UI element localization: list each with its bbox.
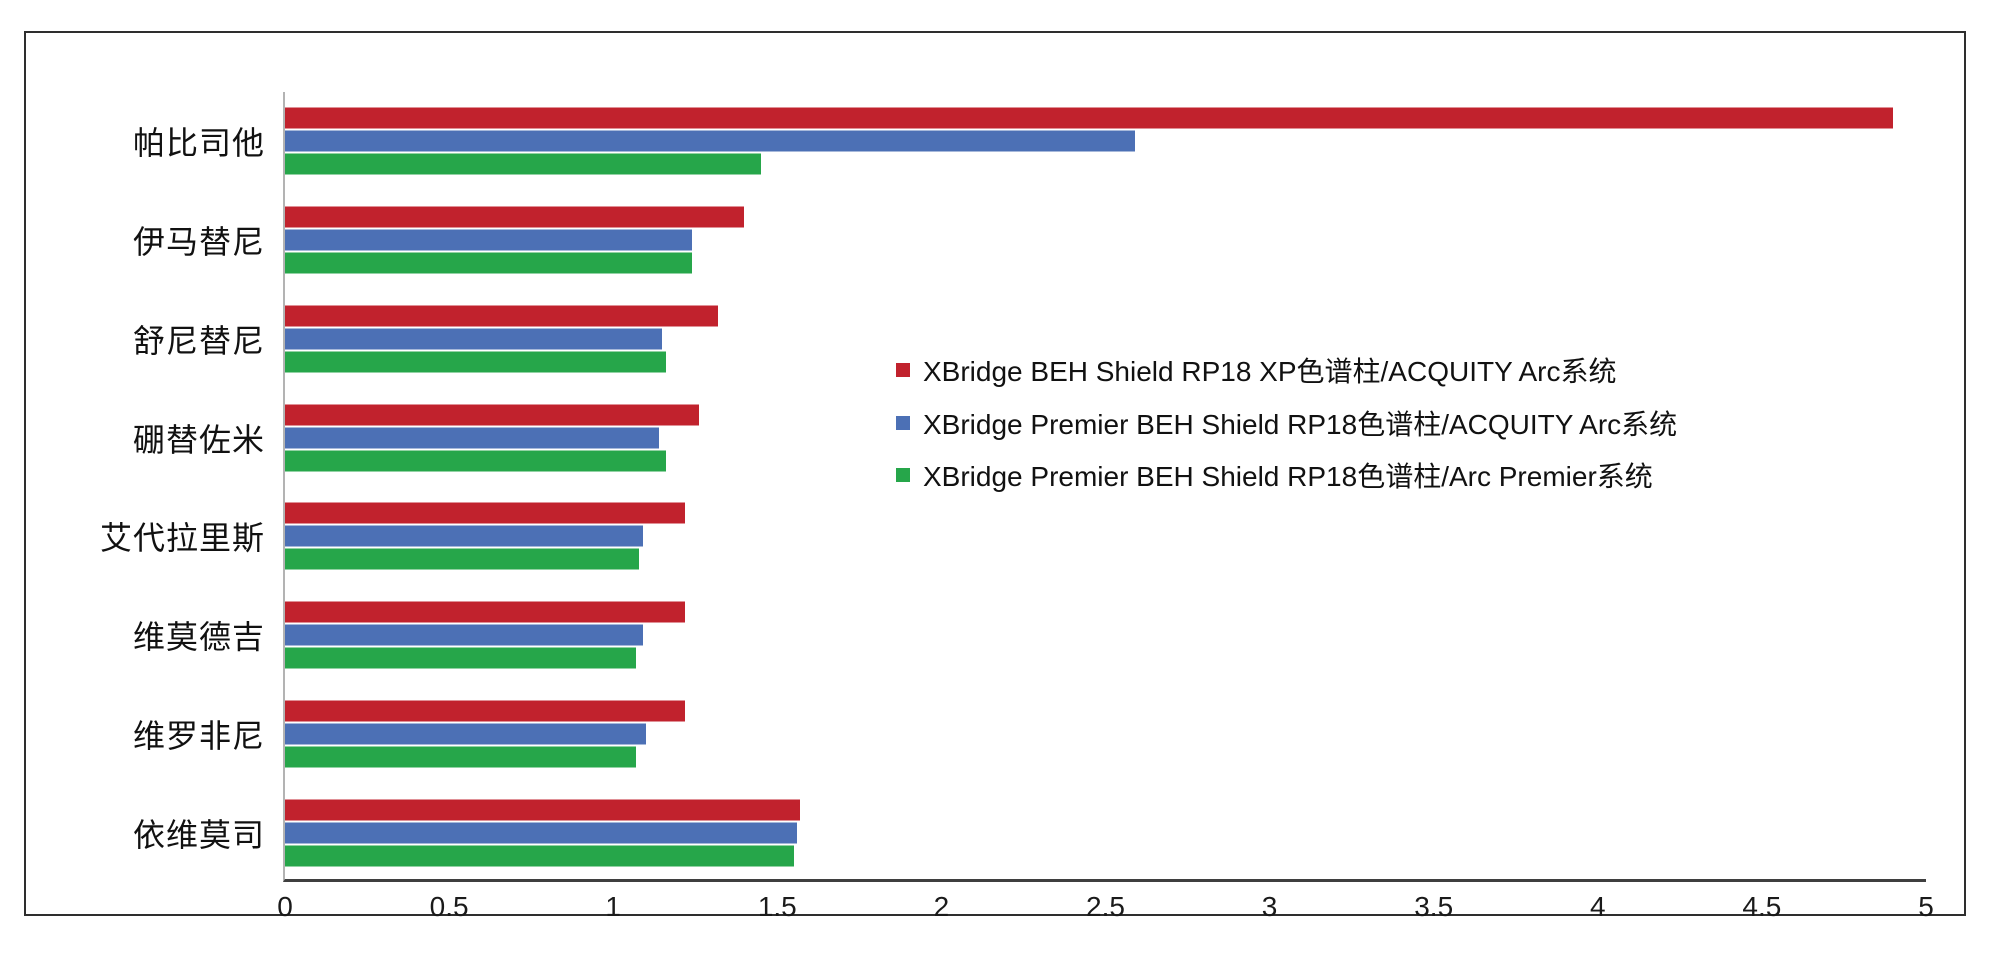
bar-cluster xyxy=(285,206,1926,275)
category-row: 帕比司他 xyxy=(133,92,1926,191)
bar-series-1 xyxy=(285,328,663,350)
bar-series-2 xyxy=(285,746,637,768)
bar-cluster xyxy=(285,798,1926,867)
bar-series-0 xyxy=(285,799,801,821)
legend-swatch-red-icon xyxy=(896,363,910,378)
bar-series-0 xyxy=(285,107,1894,129)
bar-cluster xyxy=(285,601,1926,670)
bar-cluster xyxy=(285,304,1926,373)
bar-cluster xyxy=(285,699,1926,768)
bar-series-1 xyxy=(285,525,643,547)
bar-series-1 xyxy=(285,624,643,646)
x-axis-tick-labels: 0 0.5 1 1.5 2 2.5 3 3.5 4 4.5 5 xyxy=(277,891,1934,925)
bar-series-0 xyxy=(285,404,699,426)
category-row: 维罗非尼 xyxy=(133,685,1926,784)
bar-series-2 xyxy=(285,351,666,373)
legend-item-2: XBridge Premier BEH Shield RP18色谱柱/Arc P… xyxy=(896,449,1677,502)
bar-series-2 xyxy=(285,153,761,175)
bar-series-2 xyxy=(285,845,794,867)
legend-item-0: XBridge BEH Shield RP18 XP色谱柱/ACQUITY Ar… xyxy=(896,344,1677,397)
plot-area: 帕比司他伊马替尼舒尼替尼硼替佐米艾代拉里斯维莫德吉维罗非尼依维莫司 0 0.5 1 1… xyxy=(100,92,1934,922)
x-tick-label: 4 xyxy=(1590,891,1606,922)
bar-series-0 xyxy=(285,601,686,623)
x-tick-label: 3 xyxy=(1261,891,1278,922)
category-row: 舒尼替尼 xyxy=(133,290,1926,389)
legend: XBridge BEH Shield RP18 XP色谱柱/ACQUITY Ar… xyxy=(896,344,1677,502)
x-tick-label: 5 xyxy=(1918,891,1934,922)
category-label: 依维莫司 xyxy=(132,816,265,853)
x-tick-label: 1 xyxy=(605,891,621,922)
bar-series-2 xyxy=(285,252,692,274)
category-row: 硼替佐米 xyxy=(133,388,1926,487)
bar-series-1 xyxy=(285,229,692,251)
bar-series-0 xyxy=(285,206,745,228)
category-row: 依维莫司 xyxy=(133,783,1926,882)
bar-series-1 xyxy=(285,822,797,844)
category-label: 艾代拉里斯 xyxy=(99,520,265,557)
bar-series-2 xyxy=(285,548,640,570)
category-row: 维莫德吉 xyxy=(133,586,1926,685)
bar-rows: 帕比司他伊马替尼舒尼替尼硼替佐米艾代拉里斯维莫德吉维罗非尼依维莫司 xyxy=(100,92,1926,882)
category-row: 艾代拉里斯 xyxy=(100,487,1926,586)
category-row: 伊马替尼 xyxy=(133,191,1926,290)
x-tick-label: 2.5 xyxy=(1086,891,1125,922)
x-tick-label: 3.5 xyxy=(1414,891,1454,922)
legend-swatch-green-icon xyxy=(896,468,910,483)
category-label: 帕比司他 xyxy=(132,125,265,162)
chart-frame: 帕比司他伊马替尼舒尼替尼硼替佐米艾代拉里斯维莫德吉维罗非尼依维莫司 0 0.5 1 1… xyxy=(24,31,1966,922)
bar-series-1 xyxy=(285,130,1136,152)
bar-series-2 xyxy=(285,450,666,472)
legend-swatch-blue-icon xyxy=(896,415,910,430)
legend-label-1: XBridge Premier BEH Shield RP18色谱柱/ACQUI… xyxy=(923,408,1678,440)
x-tick-label: 4.5 xyxy=(1742,891,1782,922)
bar-series-1 xyxy=(285,723,647,745)
bar-series-0 xyxy=(285,305,719,327)
bar-series-0 xyxy=(285,502,686,524)
legend-item-1: XBridge Premier BEH Shield RP18色谱柱/ACQUI… xyxy=(896,397,1677,450)
category-label: 舒尼替尼 xyxy=(132,322,265,359)
bar-cluster xyxy=(285,403,1926,472)
x-tick-label: 2 xyxy=(933,891,950,922)
bar-cluster xyxy=(285,502,1926,571)
category-label: 伊马替尼 xyxy=(132,224,265,261)
x-tick-label: 0.5 xyxy=(429,891,469,922)
category-label: 硼替佐米 xyxy=(132,421,265,458)
x-tick-label: 0 xyxy=(277,891,293,922)
legend-label-2: XBridge Premier BEH Shield RP18色谱柱/Arc P… xyxy=(923,461,1653,493)
bar-series-0 xyxy=(285,700,686,722)
x-tick-label: 1.5 xyxy=(757,891,797,922)
legend-label-0: XBridge BEH Shield RP18 XP色谱柱/ACQUITY Ar… xyxy=(923,356,1617,388)
bar-series-1 xyxy=(285,427,660,449)
category-label: 维罗非尼 xyxy=(132,717,265,754)
category-label: 维莫德吉 xyxy=(132,619,265,656)
bar-series-2 xyxy=(285,647,637,669)
bar-cluster xyxy=(285,107,1926,176)
